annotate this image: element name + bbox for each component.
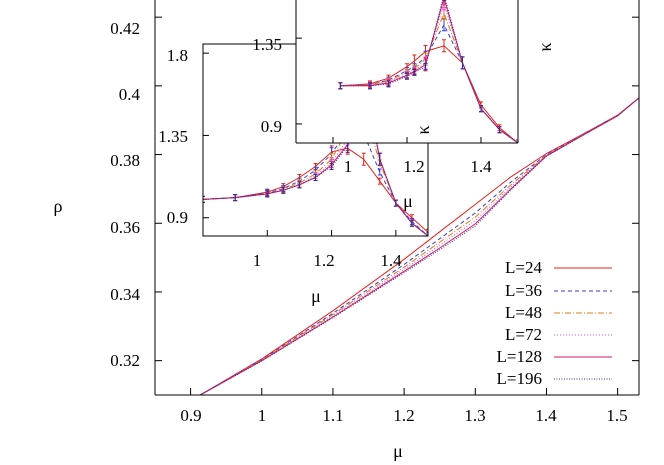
main-y-tick-label: 0.36 [110,218,140,237]
inset-1-ticks-layer [203,52,397,236]
series-line-L=72 [199,97,639,395]
inset-1-x-tick-label: 1.2 [313,251,334,270]
inset-2-y-tick-label: 1.35 [252,35,282,54]
series-line-L=196 [199,97,639,395]
main-series-layer [199,97,639,395]
main-ticks-layer [155,16,639,395]
legend-label: L=196 [497,369,542,388]
main-x-tick-label: 1.3 [464,406,485,425]
inset-2-y-tick-label: 0.9 [261,117,282,136]
inset-2-x-tick-label: 1.2 [403,157,424,176]
legend-label: L=72 [505,325,542,344]
inset-1-x-tick-label: 1.4 [380,251,402,270]
inset-2-x-tick-label: 1 [344,157,353,176]
inset-1-x-tick-label: 1 [253,251,262,270]
legend-label: L=128 [497,347,542,366]
inset-1-y-tick-label: 0.9 [167,208,188,227]
main-y-axis-label: ρ [54,196,63,216]
main-y-tick-label: 0.34 [110,285,140,304]
inset-2-series-layer [338,0,518,143]
main-x-tick-label: 1.5 [606,406,627,425]
main-chart: 0.42 0.4 0.38 0.36 0.34 0.32 0.9 1 1.1 1… [54,0,640,461]
main-y-tick-label: 0.38 [110,151,140,170]
main-y-tick-label: 0.32 [110,351,140,370]
series-line-L=48 [199,97,639,395]
inset-1-y-tick-label: 1.35 [158,127,188,146]
inset-1-y-tick-label: 1.8 [167,46,188,65]
main-x-tick-label: 0.9 [180,406,201,425]
inset-2-ticks-layer [296,37,482,143]
inset-2-y-axis-label: κ [535,42,555,51]
inset-1-x-axis-label: μ [311,286,321,306]
main-x-tick-label: 1.2 [393,406,414,425]
main-x-tick-label: 1.4 [535,406,557,425]
main-x-tick-label: 1 [258,406,267,425]
inset-2-x-axis-label: μ [403,191,413,211]
inset-2-x-tick-label: 1.4 [470,157,492,176]
legend-label: L=24 [505,258,542,277]
legend-label: L=48 [505,303,542,322]
inset-2: 1.35 0.9 1 1.2 1.4 κ κ μ [252,0,555,211]
series-line-L=36 [199,97,639,395]
main-x-axis-label: μ [393,441,403,461]
legend-samples-layer [554,267,612,380]
legend-label: L=36 [505,281,542,300]
main-y-tick-label: 0.4 [119,85,141,104]
legend: L=24 L=36 L=48 L=72 L=128 L=196 [497,258,612,388]
inset-2-kappa-label: κ [413,125,433,134]
main-y-tick-label: 0.42 [110,19,140,38]
main-x-tick-label: 1.1 [322,406,343,425]
